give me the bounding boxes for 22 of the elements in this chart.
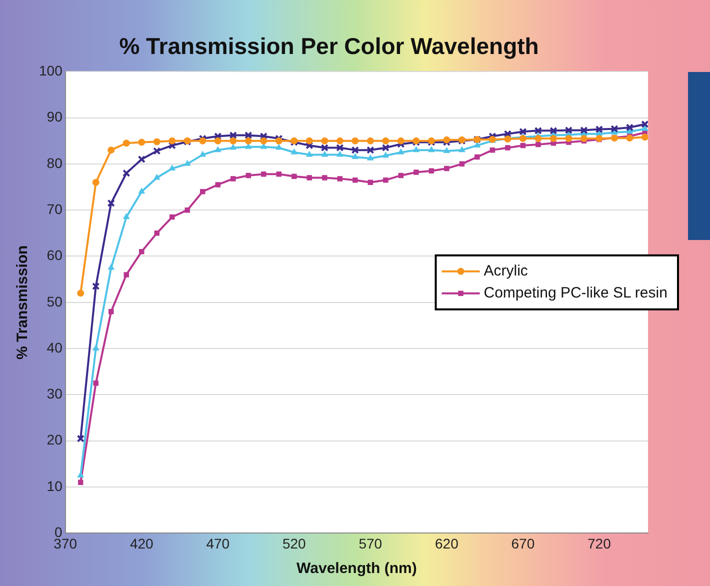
x-axis-title: Wavelength (nm) xyxy=(296,560,417,578)
x-tick-label: 470 xyxy=(206,535,230,552)
y-tick-label: 70 xyxy=(46,200,63,217)
x-tick-label: 720 xyxy=(588,535,612,552)
x-tick-label: 620 xyxy=(434,535,459,552)
y-tick-label: 90 xyxy=(46,108,63,125)
y-tick-label: 20 xyxy=(46,432,63,448)
legend-label: Acrylic xyxy=(484,262,528,280)
y-tick-label: 50 xyxy=(46,293,63,310)
y-tick-label: 10 xyxy=(46,478,63,494)
y-tick-label: 30 xyxy=(46,386,63,402)
y-tick-label: 60 xyxy=(46,247,63,264)
y-tick-label: 40 xyxy=(46,339,63,356)
y-tick-label: 80 xyxy=(46,154,63,171)
y-axis-title: % Transmission xyxy=(14,245,32,360)
legend-label: Competing PC-like SL resin xyxy=(484,284,668,302)
y-tick-label: 100 xyxy=(39,62,63,78)
x-tick-label: 420 xyxy=(130,535,154,552)
x-tick-label: 570 xyxy=(358,535,382,552)
x-tick-label: 520 xyxy=(282,535,306,552)
x-tick-label: 670 xyxy=(511,535,535,552)
chart-title: % Transmission Per Color Wavelength xyxy=(119,33,539,60)
